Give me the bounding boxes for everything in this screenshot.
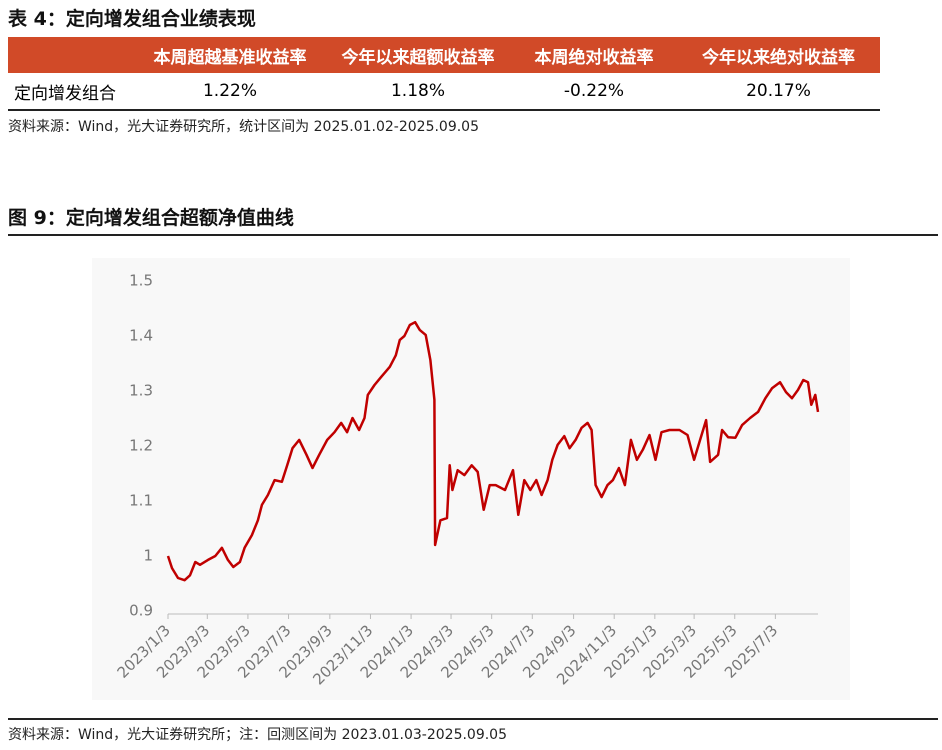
y-tick-label: 1.3 (129, 382, 153, 400)
header-cell (8, 37, 135, 73)
row: 定向增发组合 1.22% 1.18% -0.22% 20.17% (8, 73, 880, 111)
header-cell: 今年以来绝对收益率 (677, 37, 880, 73)
table: 本周超越基准收益率 今年以来超额收益率 本周绝对收益率 今年以来绝对收益率 定向… (8, 37, 880, 111)
chart-title: 图 9：定向增发组合超额净值曲线 (8, 207, 294, 229)
chart-note: 资料来源：Wind，光大证券研究所；注：回测区间为 2023.01.03-202… (8, 727, 508, 743)
title-rule (8, 234, 938, 236)
cell: 1.18% (325, 73, 511, 111)
table-title: 表 4：定向增发组合业绩表现 (8, 8, 256, 30)
y-tick-label: 1.1 (129, 492, 153, 510)
header-row: 本周超越基准收益率 今年以来超额收益率 本周绝对收益率 今年以来绝对收益率 (8, 37, 880, 73)
plot-background (92, 258, 850, 700)
table-source: 资料来源：Wind，光大证券研究所，统计区间为 2025.01.02-2025.… (8, 119, 480, 135)
y-tick-label: 1.5 (129, 272, 153, 290)
header-cell: 本周超越基准收益率 (135, 37, 325, 73)
y-tick-label: 1 (143, 547, 153, 565)
note-rule (8, 718, 938, 720)
y-tick-label: 1.4 (129, 327, 153, 345)
cell: 1.22% (135, 73, 325, 111)
cell: -0.22% (511, 73, 677, 111)
header-cell: 今年以来超额收益率 (325, 37, 511, 73)
y-tick-label: 1.2 (129, 437, 153, 455)
header-cell: 本周绝对收益率 (511, 37, 677, 73)
cell: 定向增发组合 (8, 73, 135, 111)
y-tick-label: 0.9 (129, 602, 153, 620)
cell: 20.17% (677, 73, 880, 111)
line (166, 320, 820, 582)
